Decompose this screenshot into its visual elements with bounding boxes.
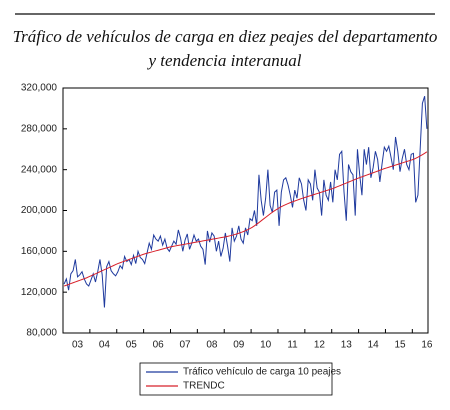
series-line xyxy=(63,96,428,308)
x-tick-label: 15 xyxy=(394,340,406,351)
x-tick-label: 04 xyxy=(99,340,111,351)
x-tick-label: 08 xyxy=(206,340,218,351)
series-line xyxy=(63,151,428,287)
x-tick-label: 09 xyxy=(233,340,245,351)
x-tick-label: 14 xyxy=(368,340,380,351)
x-tick-label: 13 xyxy=(341,340,353,351)
y-tick-label: 280,000 xyxy=(21,123,58,134)
y-tick-label: 240,000 xyxy=(21,164,58,175)
chart-title: Tráfico de vehículos de carga en diez pe… xyxy=(13,27,438,46)
plot-frame xyxy=(62,87,429,334)
x-tick-label: 06 xyxy=(153,340,165,351)
legend-label: Tráfico vehículo de carga 10 peajes xyxy=(183,367,341,378)
y-tick-label: 160,000 xyxy=(21,246,58,257)
x-tick-label: 11 xyxy=(287,340,298,351)
x-tick-label: 10 xyxy=(260,340,272,351)
x-tick-label: 05 xyxy=(126,340,138,351)
x-tick-label: 03 xyxy=(72,340,84,351)
x-tick-label: 07 xyxy=(179,340,191,351)
y-tick-label: 320,000 xyxy=(21,83,58,94)
x-tick-label: 16 xyxy=(421,340,433,351)
legend xyxy=(139,362,333,396)
y-tick-label: 200,000 xyxy=(21,205,58,216)
chart-title: y tendencia interanual xyxy=(147,51,302,70)
x-tick-label: 12 xyxy=(314,340,326,351)
legend-label: TRENDC xyxy=(183,381,225,392)
y-tick-label: 120,000 xyxy=(21,287,58,298)
y-tick-label: 80,000 xyxy=(26,328,57,339)
